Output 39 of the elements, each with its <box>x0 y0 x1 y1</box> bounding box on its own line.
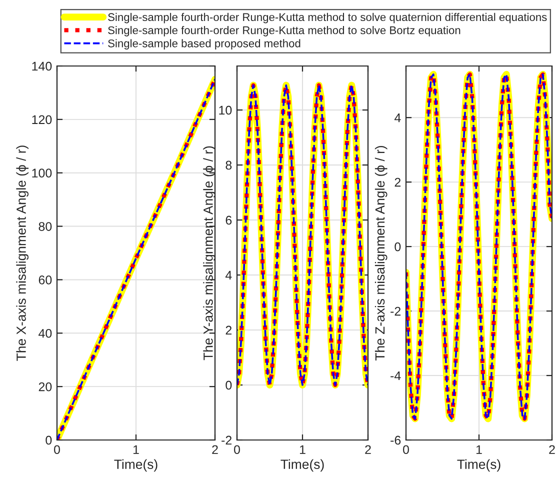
x-tick-label: 2 <box>365 445 371 454</box>
y-tick-label: 140 <box>32 62 52 71</box>
y-tick-label: 2 <box>394 178 401 187</box>
x-tick-label: 0 <box>403 445 409 454</box>
y-tick-label: 0 <box>394 242 401 252</box>
y-tick-label: 8 <box>226 160 232 170</box>
y-tick-label: 4 <box>394 114 401 122</box>
x-tick-label: 0 <box>54 445 60 454</box>
y-axis-title: The X-axis misalignment Angle (ϕ / r) <box>16 146 29 361</box>
y-tick-label: -6 <box>390 436 401 445</box>
legend-label: Single-sample fourth-order Runge-Kutta method to solve Bortz equation <box>108 26 460 36</box>
x-axis-title: Time(s) <box>457 459 500 472</box>
y-tick-label: 80 <box>38 222 52 231</box>
y-tick-label: 2 <box>226 326 232 335</box>
x-axis-title: Time(s) <box>280 459 324 472</box>
y-tick-label: 10 <box>219 106 232 115</box>
x-tick-label: 1 <box>300 445 306 454</box>
y-tick-label: -2 <box>222 436 232 445</box>
x-tick-label: 1 <box>133 445 139 454</box>
x-tick-label: 0 <box>234 445 240 454</box>
y-tick-label: -2 <box>390 306 401 316</box>
y-tick-label: 120 <box>32 115 52 124</box>
y-tick-label: 100 <box>32 168 52 178</box>
y-tick-label: 6 <box>226 216 232 225</box>
x-tick-label: 2 <box>549 445 555 454</box>
y-tick-label: 4 <box>225 270 232 280</box>
y-axis-title: The Z-axis misalignment Angle (ϕ / r) <box>374 146 388 361</box>
y-tick-label: 0 <box>226 380 232 390</box>
y-tick-label: 0 <box>46 436 52 445</box>
x-tick-label: 1 <box>476 445 482 454</box>
legend-label: Single-sample based proposed method <box>108 39 300 50</box>
x-axis-title: Time(s) <box>114 459 158 472</box>
y-tick-label: -4 <box>390 371 401 380</box>
y-tick-label: 20 <box>38 382 52 392</box>
legend-label: Single-sample fourth-order Runge-Kutta method to solve quaternion differential equations <box>108 12 547 24</box>
y-axis-title: The Y-axis misalignment Angle (ϕ / r) <box>203 146 216 360</box>
y-tick-label: 60 <box>38 276 52 284</box>
y-tick-label: 40 <box>38 328 52 338</box>
x-tick-label: 2 <box>212 445 218 454</box>
